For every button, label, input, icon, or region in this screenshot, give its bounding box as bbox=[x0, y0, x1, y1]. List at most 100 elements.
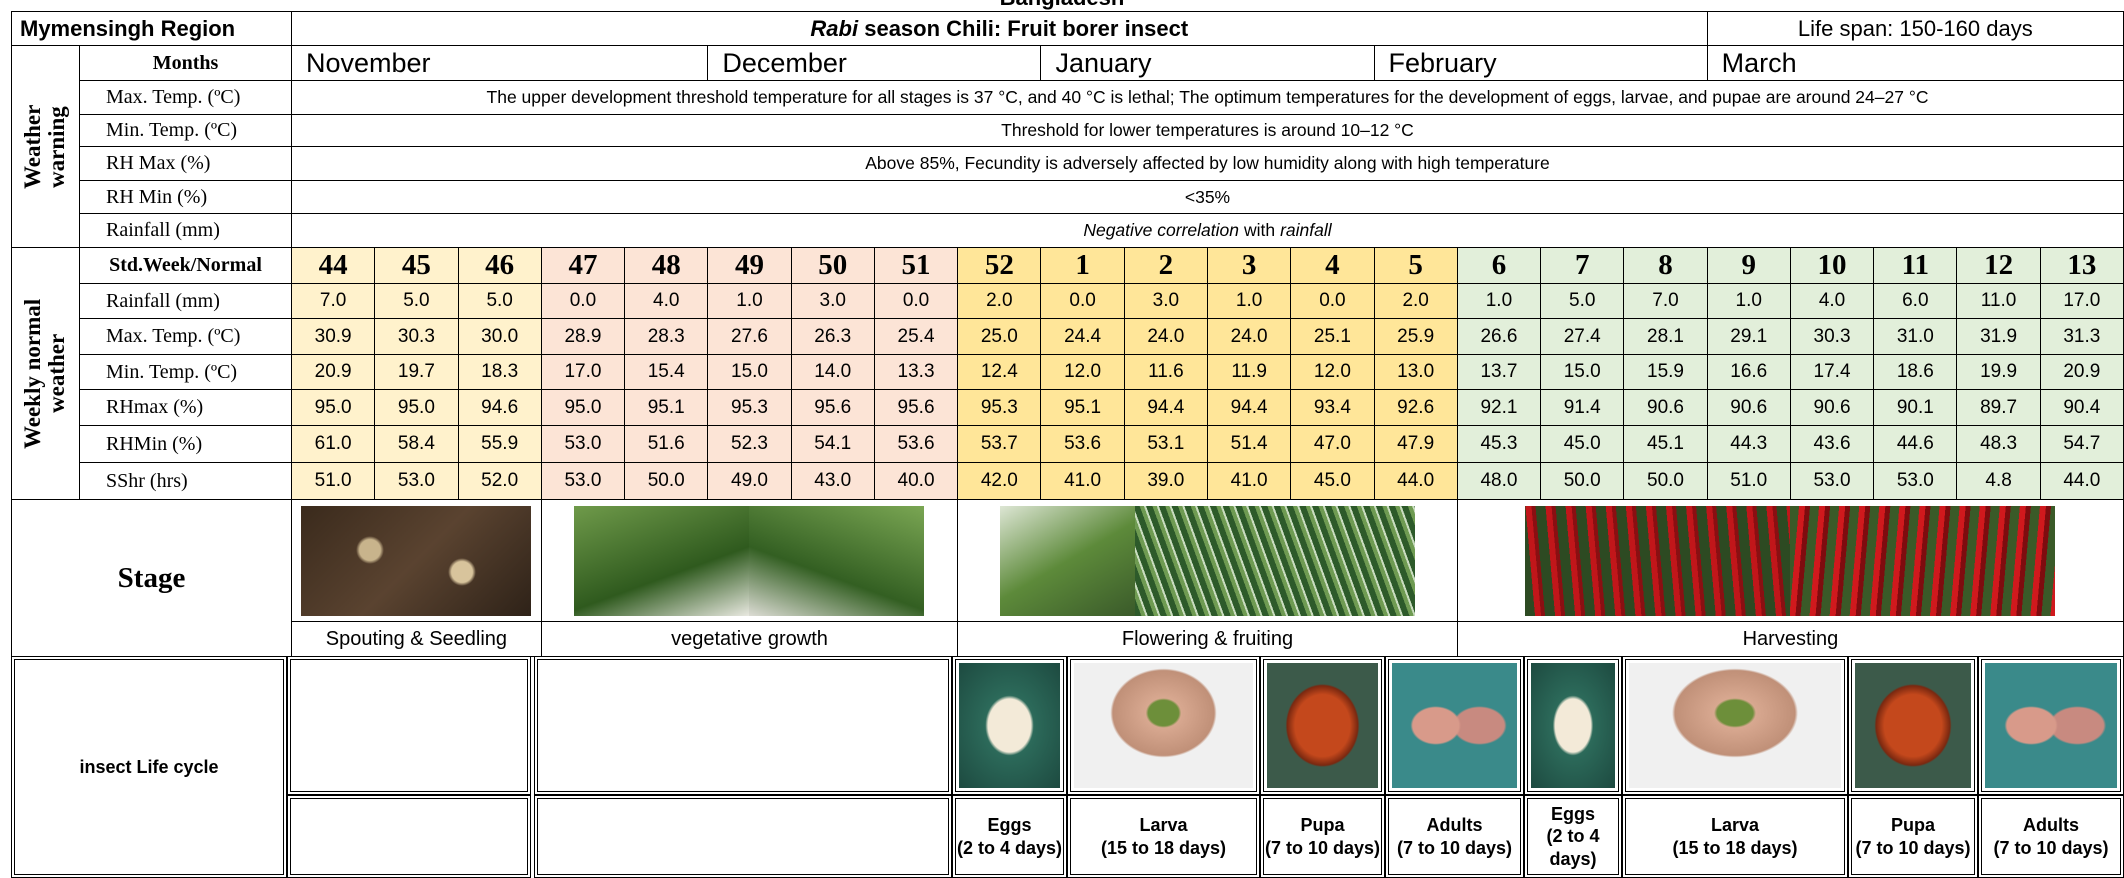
title-rest: season Chili: Fruit borer insect bbox=[858, 16, 1188, 42]
week-number: 3 bbox=[1208, 248, 1291, 284]
insect-photo-cell bbox=[1385, 656, 1524, 795]
value-cell: 19.7 bbox=[375, 355, 458, 390]
value-cell: 20.9 bbox=[2041, 355, 2124, 390]
week-header: Std.Week/Normal bbox=[80, 248, 292, 284]
region: Mymensingh Region bbox=[12, 12, 292, 46]
insect-stage: Adults(7 to 10 days) bbox=[1385, 795, 1524, 878]
row-label: RHMin (%) bbox=[80, 426, 292, 463]
value-cell: 12.0 bbox=[1291, 355, 1374, 390]
row-label: Rainfall (mm) bbox=[80, 284, 292, 319]
insect-photo-cell bbox=[1260, 656, 1385, 795]
week-number: 46 bbox=[459, 248, 542, 284]
warning-text: <35% bbox=[292, 181, 2124, 214]
insect-label: insect Life cycle bbox=[11, 656, 287, 878]
photo bbox=[1000, 506, 1135, 616]
value-cell: 92.6 bbox=[1375, 390, 1458, 426]
value-cell: 95.6 bbox=[875, 390, 958, 426]
value-cell: 30.3 bbox=[375, 319, 458, 355]
insect-stage: Eggs(2 to 4 days) bbox=[1524, 795, 1622, 878]
warning-text: Threshold for lower temperatures is arou… bbox=[292, 115, 2124, 147]
row-label: RHmax (%) bbox=[80, 390, 292, 426]
value-cell: 53.0 bbox=[1791, 463, 1874, 500]
value-cell: 43.0 bbox=[792, 463, 875, 500]
value-cell: 0.0 bbox=[1041, 284, 1124, 319]
insect-stage-duration: (2 to 4 days) bbox=[1528, 825, 1618, 870]
week-number: 11 bbox=[1874, 248, 1957, 284]
value-cell: 53.0 bbox=[375, 463, 458, 500]
insect-stage-name: Larva bbox=[1101, 814, 1226, 837]
insect-stage-duration: (15 to 18 days) bbox=[1101, 837, 1226, 860]
warning-part: Negative correlation bbox=[1083, 220, 1239, 241]
row-label: RH Min (%) bbox=[80, 181, 292, 214]
insect-stage: Adults(7 to 10 days) bbox=[1978, 795, 2124, 878]
insect-stage: Larva(15 to 18 days) bbox=[1622, 795, 1848, 878]
row-label: RH Max (%) bbox=[80, 147, 292, 181]
value-cell: 49.0 bbox=[708, 463, 791, 500]
insect-stage-text: Larva(15 to 18 days) bbox=[1672, 814, 1797, 859]
warning-part: with bbox=[1244, 220, 1275, 241]
insect-stage-name: Eggs bbox=[957, 814, 1062, 837]
stage-name: Spouting & Seedling bbox=[292, 622, 542, 657]
value-cell: 45.3 bbox=[1458, 426, 1541, 463]
row-label: SShr (hrs) bbox=[80, 463, 292, 500]
week-number: 48 bbox=[625, 248, 708, 284]
stage-photo-cell bbox=[958, 500, 1458, 622]
insect-photo-cell bbox=[1848, 656, 1978, 795]
value-cell: 45.1 bbox=[1624, 426, 1707, 463]
value-cell: 51.0 bbox=[292, 463, 375, 500]
stage-name: Harvesting bbox=[1458, 622, 2124, 657]
value-cell: 25.4 bbox=[875, 319, 958, 355]
warning-part: Threshold for lower temperatures is arou… bbox=[1001, 120, 1414, 141]
value-cell: 95.0 bbox=[542, 390, 625, 426]
value-cell: 43.6 bbox=[1791, 426, 1874, 463]
value-cell: 18.6 bbox=[1874, 355, 1957, 390]
value-cell: 12.4 bbox=[958, 355, 1041, 390]
insect-photo-cell bbox=[1978, 656, 2124, 795]
value-cell: 15.0 bbox=[708, 355, 791, 390]
stage-name: vegetative growth bbox=[542, 622, 958, 657]
value-cell: 94.6 bbox=[459, 390, 542, 426]
title: Rabi season Chili: Fruit borer insect bbox=[292, 12, 1708, 46]
value-cell: 2.0 bbox=[1375, 284, 1458, 319]
value-cell: 0.0 bbox=[875, 284, 958, 319]
value-cell: 13.7 bbox=[1458, 355, 1541, 390]
value-cell: 95.3 bbox=[958, 390, 1041, 426]
value-cell: 19.9 bbox=[1957, 355, 2040, 390]
value-cell: 95.0 bbox=[292, 390, 375, 426]
value-cell: 53.0 bbox=[1874, 463, 1957, 500]
insect-stage-text: Pupa(7 to 10 days) bbox=[1265, 814, 1380, 859]
value-cell: 94.4 bbox=[1125, 390, 1208, 426]
month: December bbox=[708, 46, 1041, 81]
stage-photo-cell bbox=[292, 500, 542, 622]
week-number: 9 bbox=[1708, 248, 1791, 284]
value-cell: 28.9 bbox=[542, 319, 625, 355]
photo bbox=[959, 663, 1060, 788]
value-cell: 45.0 bbox=[1541, 426, 1624, 463]
value-cell: 89.7 bbox=[1957, 390, 2040, 426]
photo bbox=[1525, 506, 1790, 616]
warning-text: Above 85%, Fecundity is adversely affect… bbox=[292, 147, 2124, 181]
insect-stage-name: Adults bbox=[1397, 814, 1512, 837]
week-number: 2 bbox=[1125, 248, 1208, 284]
value-cell: 20.9 bbox=[292, 355, 375, 390]
insect-stage-name: Eggs bbox=[1528, 803, 1618, 826]
value-cell: 58.4 bbox=[375, 426, 458, 463]
value-cell: 26.3 bbox=[792, 319, 875, 355]
value-cell: 90.6 bbox=[1624, 390, 1707, 426]
value-cell: 15.0 bbox=[1541, 355, 1624, 390]
value-cell: 26.6 bbox=[1458, 319, 1541, 355]
warning-text: The upper development threshold temperat… bbox=[292, 81, 2124, 115]
insect-stage: Eggs(2 to 4 days) bbox=[952, 795, 1067, 878]
row-label: Max. Temp. (ºC) bbox=[80, 81, 292, 115]
insect-stage-text: Eggs(2 to 4 days) bbox=[1528, 803, 1618, 871]
week-number: 45 bbox=[375, 248, 458, 284]
value-cell: 44.3 bbox=[1708, 426, 1791, 463]
insect-stage-name: Pupa bbox=[1265, 814, 1380, 837]
value-cell: 61.0 bbox=[292, 426, 375, 463]
photo bbox=[1855, 663, 1971, 788]
month: February bbox=[1375, 46, 1708, 81]
insect-stage: Pupa(7 to 10 days) bbox=[1848, 795, 1978, 878]
